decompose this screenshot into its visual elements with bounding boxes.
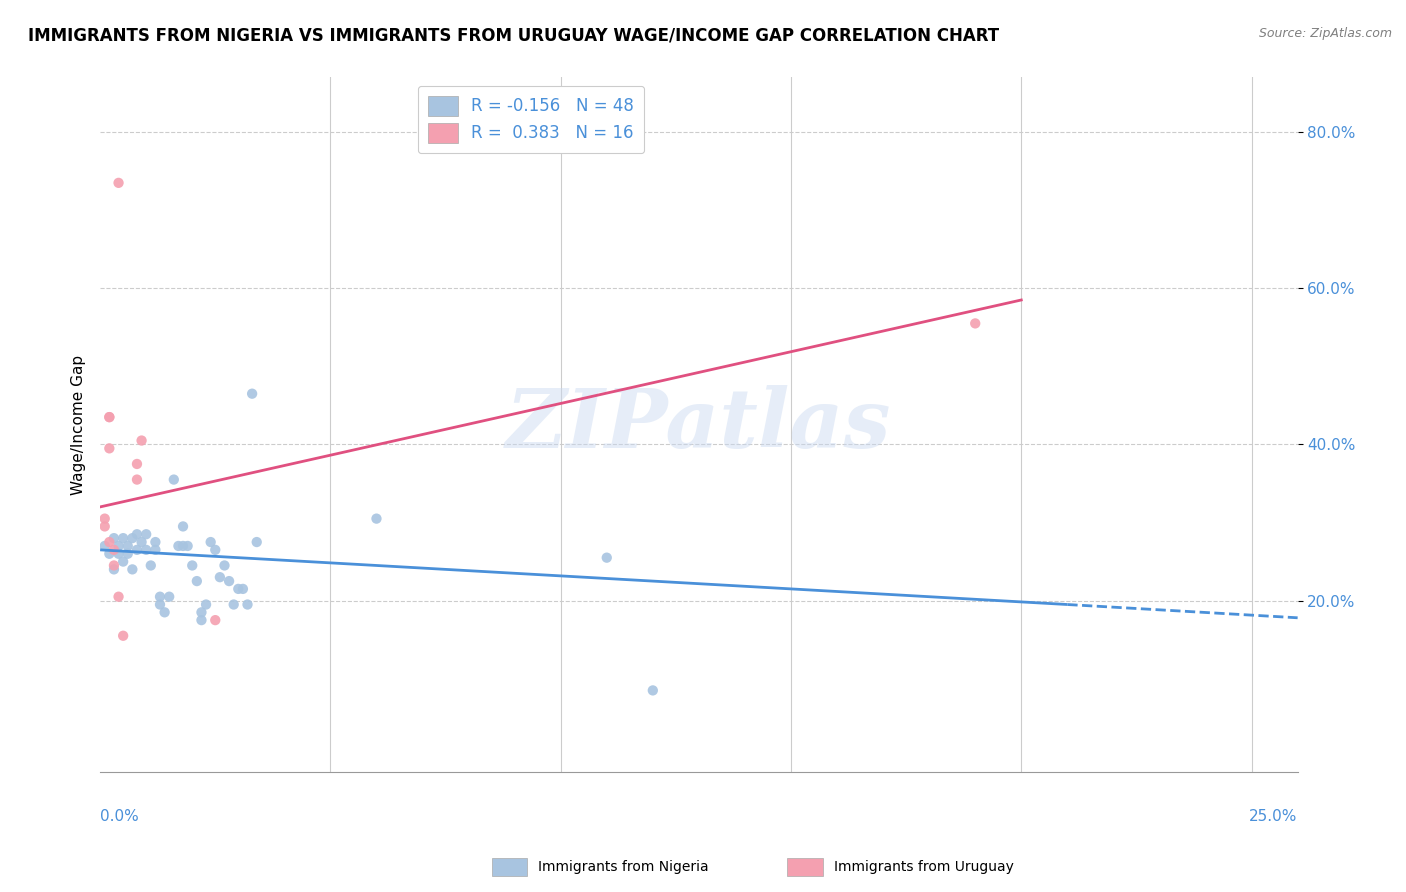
Point [208,570,231,584]
Point [107,176,129,190]
Point [965,317,987,331]
Point [145,535,167,549]
Point [112,629,135,643]
Point [204,542,226,557]
Point [153,605,176,619]
Point [103,531,125,545]
Point [366,511,388,525]
Point [125,457,148,471]
Point [222,598,245,612]
Point [190,605,212,619]
Text: 0.0%: 0.0% [100,809,139,824]
Point [204,613,226,627]
Point [181,558,204,573]
Point [98,535,121,549]
Point [98,410,121,425]
Point [103,562,125,576]
Point [167,539,190,553]
Point [641,683,664,698]
Point [125,527,148,541]
Point [172,519,194,533]
Point [246,535,269,549]
Point [121,562,143,576]
Point [107,590,129,604]
Point [218,574,240,588]
Point [125,542,148,557]
Point [214,558,236,573]
Point [172,539,194,553]
Point [157,590,180,604]
Point [107,539,129,553]
Point [200,535,222,549]
Text: IMMIGRANTS FROM NIGERIA VS IMMIGRANTS FROM URUGUAY WAGE/INCOME GAP CORRELATION C: IMMIGRANTS FROM NIGERIA VS IMMIGRANTS FR… [28,27,1000,45]
Point [98,442,121,456]
Point [149,590,172,604]
Point [103,558,125,573]
Point [190,613,212,627]
Point [186,574,208,588]
Point [176,539,198,553]
Point [117,547,139,561]
Point [103,542,125,557]
Point [131,535,153,549]
Point [236,598,259,612]
Point [121,531,143,545]
Point [145,542,167,557]
Point [117,539,139,553]
Point [125,473,148,487]
Legend: R = -0.156   N = 48, R =  0.383   N = 16: R = -0.156 N = 48, R = 0.383 N = 16 [418,86,644,153]
Text: Source: ZipAtlas.com: Source: ZipAtlas.com [1258,27,1392,40]
Point [93,519,115,533]
Text: Immigrants from Uruguay: Immigrants from Uruguay [834,860,1014,874]
Point [226,582,249,596]
Point [195,598,218,612]
Point [98,410,121,425]
Point [112,555,135,569]
Point [240,386,263,401]
Point [163,473,186,487]
Point [139,558,162,573]
Text: ZIPatlas: ZIPatlas [506,385,891,465]
Point [98,547,121,561]
Point [232,582,254,596]
Point [135,542,157,557]
Point [93,511,115,525]
Point [131,434,153,448]
Text: Immigrants from Nigeria: Immigrants from Nigeria [538,860,709,874]
Point [135,527,157,541]
Point [112,531,135,545]
Point [596,550,619,565]
Point [93,539,115,553]
Y-axis label: Wage/Income Gap: Wage/Income Gap [72,355,86,495]
Text: 25.0%: 25.0% [1250,809,1298,824]
Point [107,547,129,561]
Point [149,598,172,612]
